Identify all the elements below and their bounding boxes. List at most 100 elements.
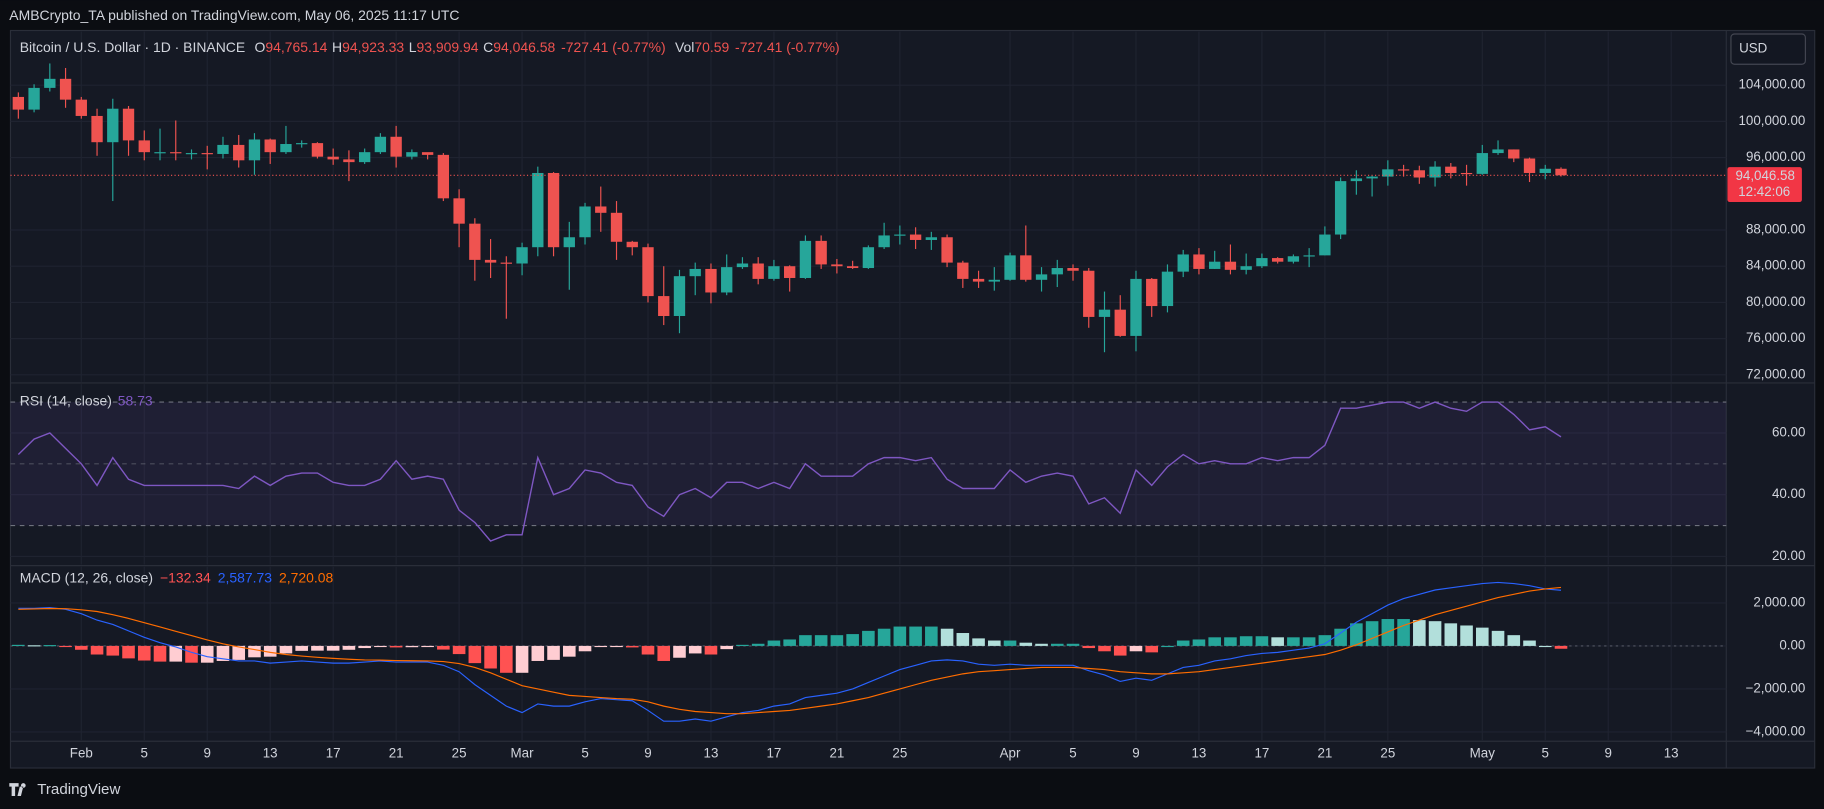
candle-body xyxy=(894,234,906,236)
candle-body xyxy=(280,144,292,153)
logo-mark xyxy=(9,783,26,796)
candle-body xyxy=(1429,166,1441,178)
histogram-bar xyxy=(720,645,734,650)
y-tick-label: 88,000.00 xyxy=(1746,222,1805,237)
histogram-bar xyxy=(1239,636,1253,646)
histogram-bar xyxy=(799,635,812,646)
histogram-bar xyxy=(1475,627,1489,646)
histogram-bar xyxy=(1019,642,1033,646)
histogram-bar xyxy=(594,645,608,648)
histogram-bar xyxy=(484,645,497,669)
x-tick-label: 5 xyxy=(581,746,588,761)
legend-item: -727.41 (-0.77%) xyxy=(561,39,666,55)
legend: RSI (14, close) 58.73 xyxy=(20,392,153,408)
x-tick-label: 9 xyxy=(1605,746,1612,761)
legend-item: 2,587.73 xyxy=(218,569,273,585)
candle-body xyxy=(91,115,103,143)
candle-body xyxy=(469,223,481,260)
histogram-bar xyxy=(578,645,592,652)
candle-body xyxy=(1098,309,1111,317)
y-tick-label: −2,000.00 xyxy=(1746,680,1806,695)
candle-body xyxy=(831,264,843,267)
candle-body xyxy=(1161,271,1174,307)
brand: TradingView xyxy=(37,781,120,798)
histogram-bar xyxy=(1554,645,1568,649)
histogram-bar xyxy=(515,645,529,673)
histogram-bar xyxy=(657,645,671,661)
candle-body xyxy=(925,237,938,240)
candle-body xyxy=(658,296,670,317)
histogram-bar xyxy=(988,640,1001,646)
legend-item: 2,720.08 xyxy=(279,569,334,585)
candle-body xyxy=(626,241,638,248)
candle-body xyxy=(296,143,308,145)
histogram-bar xyxy=(311,645,324,651)
candle-body xyxy=(736,263,749,268)
histogram-bar xyxy=(625,645,639,648)
histogram-bar xyxy=(468,645,482,664)
histogram-bar xyxy=(531,645,545,661)
candle-body xyxy=(957,262,969,279)
x-tick-label: 21 xyxy=(1317,746,1332,761)
x-tick-label: 5 xyxy=(141,746,148,761)
candle-body xyxy=(752,263,764,279)
histogram-bar xyxy=(153,645,167,662)
histogram-bar xyxy=(1082,645,1096,649)
histogram-bar xyxy=(1413,620,1426,646)
legend: MACD (12, 26, close) −132.34 2,587.73 2,720… xyxy=(20,569,334,585)
x-tick-label: 5 xyxy=(1069,746,1076,761)
candle-body xyxy=(12,96,25,110)
histogram-bar xyxy=(1176,640,1190,646)
histogram-bar xyxy=(1302,637,1316,646)
x-tick-label: 21 xyxy=(829,746,844,761)
y-tick-label: 72,000.00 xyxy=(1746,366,1805,381)
candle-body xyxy=(1209,261,1221,269)
histogram-bar xyxy=(106,645,120,656)
histogram-bar xyxy=(1287,637,1300,646)
histogram-bar xyxy=(75,645,88,650)
candle-body xyxy=(1004,255,1016,280)
x-tick-label: Mar xyxy=(511,746,535,761)
histogram-bar xyxy=(1066,643,1080,646)
candle-body xyxy=(201,153,213,155)
histogram-bar xyxy=(216,645,230,661)
y-tick-label: 0.00 xyxy=(1779,637,1805,652)
legend-item: 70.59 xyxy=(694,39,729,55)
candle-body xyxy=(673,276,686,317)
histogram-bar xyxy=(1444,623,1458,646)
candle-body xyxy=(44,78,56,88)
candle-body xyxy=(75,99,87,116)
candle-body xyxy=(500,262,512,264)
candle-body xyxy=(406,152,418,157)
candle-body xyxy=(878,235,890,248)
histogram-bar xyxy=(1460,625,1473,646)
histogram-bar xyxy=(862,630,875,646)
x-tick-label: 17 xyxy=(326,746,341,761)
legend-item: O xyxy=(254,39,265,55)
legend-item: 58.73 xyxy=(118,392,153,408)
histogram-bar xyxy=(1145,645,1159,653)
candle-body xyxy=(909,234,922,240)
last-price-box xyxy=(1727,167,1802,203)
candle-body xyxy=(988,279,1000,282)
candle-body xyxy=(1240,266,1252,270)
legend-item: RSI (14, close) xyxy=(20,392,112,408)
candle-body xyxy=(1114,309,1126,336)
histogram-bar xyxy=(405,645,419,648)
last-price-label: 94,046.58 xyxy=(1735,168,1794,183)
candle-body xyxy=(1539,168,1551,173)
x-tick-label: 25 xyxy=(452,746,467,761)
logo xyxy=(9,783,26,796)
candle-body xyxy=(579,206,591,238)
candle-body xyxy=(1508,149,1520,159)
histogram-bar xyxy=(830,635,844,646)
histogram-bar xyxy=(358,645,371,649)
signal-line xyxy=(18,586,1562,715)
x-tick-label: 17 xyxy=(766,746,781,761)
histogram-bar xyxy=(610,645,623,648)
legend-item: 94,046.58 xyxy=(493,39,555,55)
candle-body xyxy=(516,247,528,264)
x-tick-label: 9 xyxy=(204,746,211,761)
histogram-bar xyxy=(279,645,293,654)
